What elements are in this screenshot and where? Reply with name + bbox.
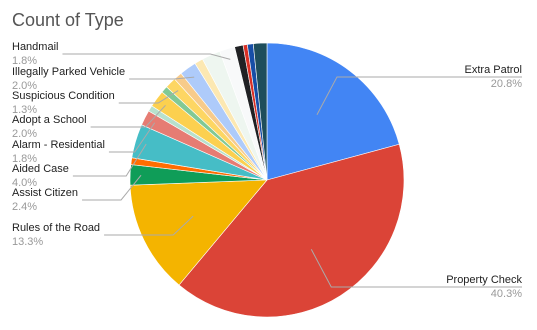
slice-label: Suspicious Condition: [12, 90, 115, 102]
slice-value-label: 1.8%: [12, 55, 37, 67]
chart-title: Count of Type: [12, 10, 124, 30]
slice-label: Aided Case: [12, 163, 69, 175]
slice-label: Alarm - Residential: [12, 139, 105, 151]
slice-value-label: 2.0%: [12, 128, 37, 140]
slice-value-label: 1.8%: [12, 153, 37, 165]
slice-label: Illegally Parked Vehicle: [12, 66, 125, 78]
pie-slice: [129, 179, 268, 286]
leader-line: [82, 174, 142, 201]
leader-line: [118, 90, 179, 104]
slice-value-label: 13.3%: [12, 236, 43, 248]
slice-label: Adopt a School: [12, 114, 87, 126]
slice-label: Assist Citizen: [12, 187, 78, 199]
leader-line: [90, 104, 166, 128]
leader-line: [62, 53, 231, 60]
slice-label: Extra Patrol: [465, 64, 522, 76]
pie-slice: [178, 143, 405, 318]
slice-value-label: 40.3%: [491, 288, 522, 300]
leader-line: [129, 76, 195, 80]
slice-label: Handmail: [12, 41, 58, 53]
leader-line: [316, 76, 522, 115]
slice-value-label: 2.0%: [12, 80, 37, 92]
leader-line: [108, 122, 156, 153]
slice-label: Property Check: [446, 274, 522, 286]
slice-value-label: 1.3%: [12, 104, 37, 116]
pie-slice: [266, 42, 400, 181]
slice-value-label: 4.0%: [12, 177, 37, 189]
slice-value-label: 2.4%: [12, 201, 37, 213]
leader-line: [104, 215, 194, 236]
pie-slice: [252, 42, 268, 181]
leader-line: [310, 249, 522, 288]
leader-line: [72, 143, 147, 177]
slice-label: Rules of the Road: [12, 222, 100, 234]
slice-value-label: 20.8%: [491, 78, 522, 90]
